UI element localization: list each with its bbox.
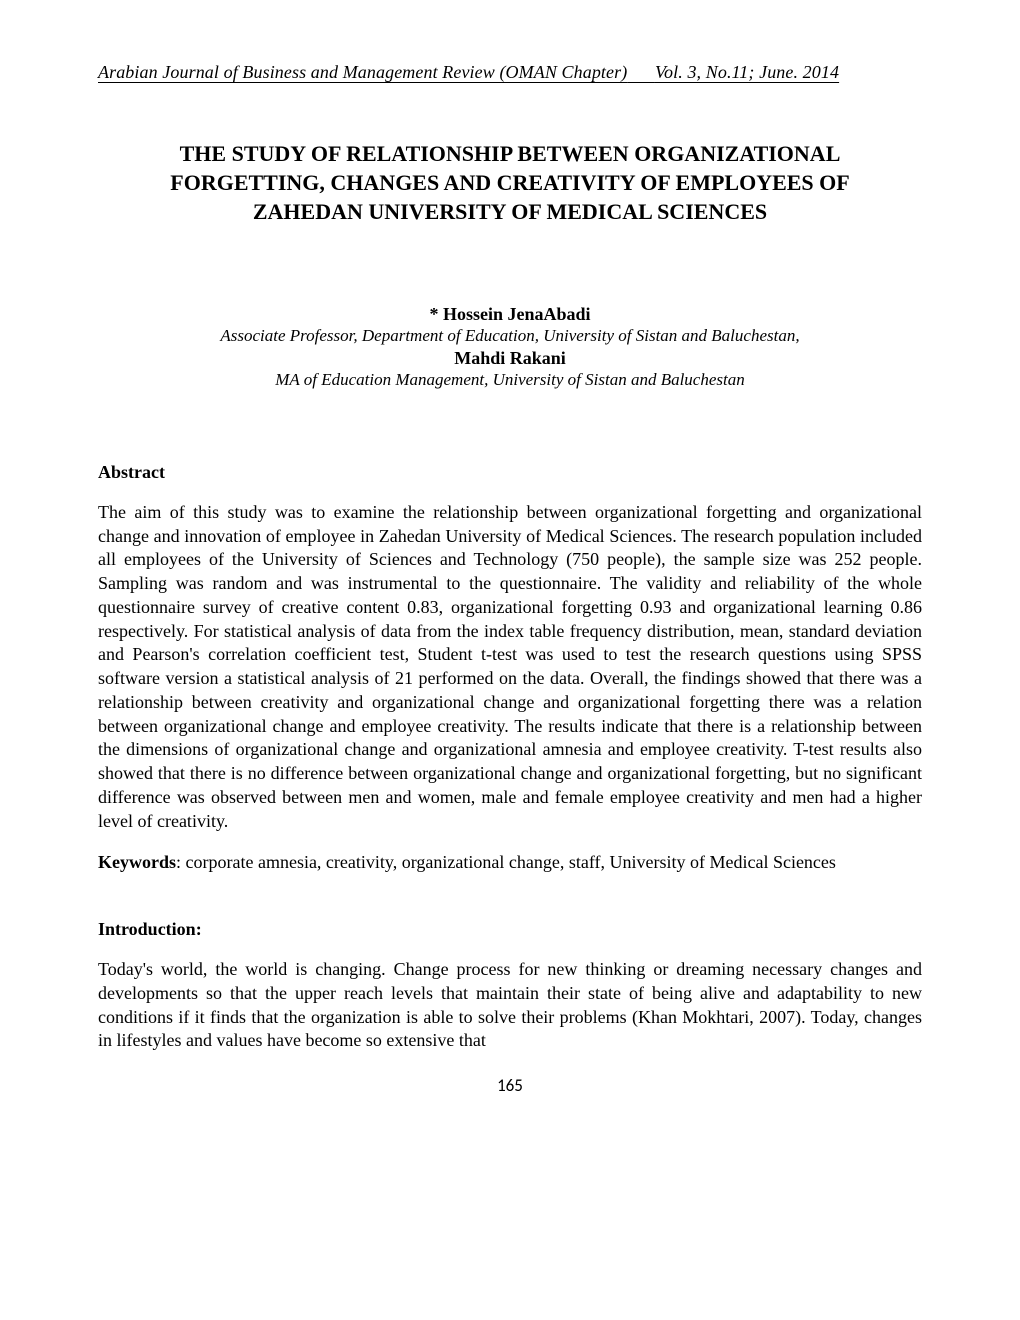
page-number: 165 xyxy=(98,1075,922,1096)
author-2-affiliation: MA of Education Management, University o… xyxy=(98,369,922,392)
title-line-2: FORGETTING, CHANGES AND CREATIVITY OF EM… xyxy=(98,168,922,197)
title-line-3: ZAHEDAN UNIVERSITY OF MEDICAL SCIENCES xyxy=(98,197,922,226)
page-container: Arabian Journal of Business and Manageme… xyxy=(0,0,1020,1136)
authors-block: * Hossein JenaAbadi Associate Professor,… xyxy=(98,304,922,392)
abstract-body: The aim of this study was to examine the… xyxy=(98,501,922,834)
title-line-1: THE STUDY OF RELATIONSHIP BETWEEN ORGANI… xyxy=(98,139,922,168)
header-gap xyxy=(627,62,655,82)
keywords-line: Keywords: corporate amnesia, creativity,… xyxy=(98,851,922,875)
author-1-affiliation: Associate Professor, Department of Educa… xyxy=(98,325,922,348)
keywords-text: : corporate amnesia, creativity, organiz… xyxy=(176,852,836,872)
author-1-name: * Hossein JenaAbadi xyxy=(98,304,922,325)
running-header: Arabian Journal of Business and Manageme… xyxy=(98,62,922,83)
introduction-heading: Introduction: xyxy=(98,919,922,940)
author-2-name: Mahdi Rakani xyxy=(98,348,922,369)
keywords-label: Keywords xyxy=(98,852,176,872)
journal-name: Arabian Journal of Business and Manageme… xyxy=(98,62,627,82)
abstract-heading: Abstract xyxy=(98,462,922,483)
paper-title: THE STUDY OF RELATIONSHIP BETWEEN ORGANI… xyxy=(98,139,922,226)
introduction-body: Today's world, the world is changing. Ch… xyxy=(98,958,922,1053)
issue-info: Vol. 3, No.11; June. 2014 xyxy=(655,62,839,82)
